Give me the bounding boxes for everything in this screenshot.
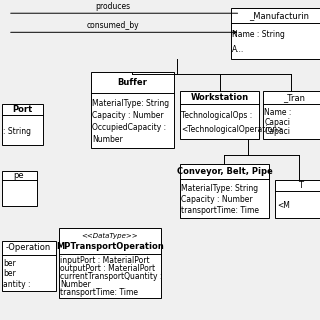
FancyBboxPatch shape <box>2 241 56 292</box>
Text: Workstation: Workstation <box>191 93 249 102</box>
Text: TechnologicalOps :: TechnologicalOps : <box>181 111 253 120</box>
Text: <TechnologicalOperation>: <TechnologicalOperation> <box>181 125 284 134</box>
FancyBboxPatch shape <box>276 180 320 218</box>
FancyBboxPatch shape <box>91 72 173 148</box>
Text: Capaci: Capaci <box>264 127 290 136</box>
FancyBboxPatch shape <box>180 91 260 139</box>
Text: Capaci: Capaci <box>264 118 290 127</box>
Text: T: T <box>298 181 303 190</box>
FancyBboxPatch shape <box>2 171 36 205</box>
Text: produces: produces <box>95 2 131 11</box>
Text: MaterialType: String: MaterialType: String <box>92 99 169 108</box>
FancyBboxPatch shape <box>180 164 269 218</box>
Text: currentTransportQuantity :: currentTransportQuantity : <box>60 272 163 281</box>
Text: : String: : String <box>3 127 31 136</box>
Text: MaterialType: String: MaterialType: String <box>181 184 259 193</box>
Text: _Manufacturin: _Manufacturin <box>249 11 308 20</box>
Text: Name : String: Name : String <box>232 30 285 39</box>
Text: Buffer: Buffer <box>117 78 147 87</box>
Text: outputPort : MaterialPort: outputPort : MaterialPort <box>60 264 156 273</box>
Text: Conveyor, Belt, Pipe: Conveyor, Belt, Pipe <box>177 167 272 176</box>
FancyBboxPatch shape <box>59 228 161 298</box>
FancyBboxPatch shape <box>2 104 43 145</box>
Text: ber: ber <box>3 269 16 278</box>
Text: <<DataType>>: <<DataType>> <box>82 233 138 239</box>
Text: Number: Number <box>92 135 123 144</box>
Text: -Operation: -Operation <box>6 243 51 252</box>
Text: transportTime: Time: transportTime: Time <box>60 288 139 297</box>
Text: MPTransportOperation: MPTransportOperation <box>56 243 164 252</box>
Text: Capacity : Number: Capacity : Number <box>181 195 253 204</box>
Text: OccupiedCapacity :: OccupiedCapacity : <box>92 123 166 132</box>
Text: inputPort : MaterialPort: inputPort : MaterialPort <box>60 256 150 265</box>
Text: transportTime: Time: transportTime: Time <box>181 206 260 215</box>
Text: _Tran: _Tran <box>284 93 306 102</box>
Text: Capacity : Number: Capacity : Number <box>92 111 164 120</box>
Text: Port: Port <box>12 105 32 114</box>
Text: antity :: antity : <box>3 280 31 289</box>
Text: Name :: Name : <box>264 108 292 117</box>
FancyBboxPatch shape <box>231 8 320 59</box>
Text: A...: A... <box>232 44 245 53</box>
Text: consumed_by: consumed_by <box>87 21 139 30</box>
Text: Number: Number <box>60 280 91 289</box>
Text: <M: <M <box>277 201 290 210</box>
Text: ber: ber <box>3 259 16 268</box>
FancyBboxPatch shape <box>263 91 320 139</box>
Text: pe: pe <box>14 171 24 180</box>
